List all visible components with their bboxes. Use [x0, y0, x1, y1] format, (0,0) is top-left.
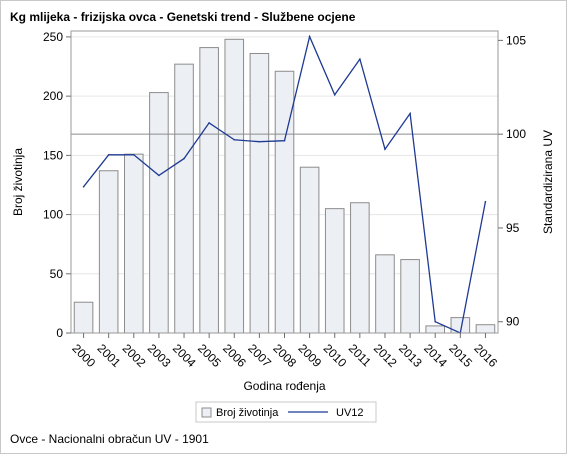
bar	[98, 170, 119, 334]
axes	[66, 30, 503, 338]
x-tick-label: 2004	[170, 341, 199, 370]
y2-axis-label: Standardizirana UV	[541, 130, 555, 234]
bar	[324, 208, 345, 334]
y2-tick-label: 100	[506, 127, 526, 141]
y-tick-label: 200	[43, 89, 63, 103]
x-tick-label: 2001	[95, 341, 124, 370]
bar	[375, 254, 395, 334]
bar	[425, 325, 445, 334]
x-tick-label: 2014	[421, 341, 450, 370]
uv12-point	[208, 122, 210, 124]
y2-tick-label: 95	[506, 221, 520, 235]
uv12-point	[82, 185, 85, 188]
chart-title: Kg mlijeka - frizijska ovca - Genetski t…	[10, 10, 356, 24]
y-tick-label: 100	[43, 208, 63, 222]
x-tick-label: 2007	[245, 341, 274, 370]
x-tick-label: 2002	[120, 341, 149, 370]
uv12-point	[308, 35, 311, 38]
x-tick-label: 2003	[145, 341, 174, 370]
uv12-point	[434, 320, 437, 323]
x-tick-label: 2006	[220, 341, 249, 370]
bar	[149, 92, 169, 334]
bar	[224, 38, 245, 334]
uv12-point	[384, 148, 386, 150]
legend-label-line: UV12	[336, 407, 364, 419]
uv12-point	[107, 154, 110, 156]
legend: Broj životinja UV12	[195, 401, 377, 423]
bar	[249, 53, 270, 334]
x-tick-label: 2008	[270, 341, 299, 370]
uv12-point	[333, 93, 336, 96]
legend-label-bar: Broj životinja	[216, 407, 279, 419]
x-tick-label: 2013	[396, 341, 425, 370]
y-axis-label: Broj životinja	[11, 148, 25, 216]
bar	[274, 70, 295, 334]
y-tick-label: 0	[56, 326, 63, 340]
bar	[400, 259, 420, 334]
uv12-point	[258, 140, 261, 143]
x-tick-label: 2011	[346, 341, 374, 369]
bar	[299, 166, 320, 334]
x-tick-label: 2010	[321, 341, 350, 370]
uv12-point	[484, 200, 487, 203]
uv12-point	[132, 154, 135, 156]
y-tick-label: 50	[50, 267, 64, 281]
bar	[475, 324, 496, 334]
uv12-point	[233, 138, 236, 141]
x-tick-label: 2000	[69, 341, 98, 370]
y-tick-label: 150	[43, 148, 63, 162]
bar	[124, 153, 144, 334]
uv12-point	[359, 58, 361, 60]
x-tick-label: 2016	[471, 341, 500, 370]
x-tick-label: 2015	[446, 341, 475, 370]
bar	[174, 63, 194, 334]
x-tick-label: 2005	[195, 341, 224, 370]
legend-swatch-bar	[201, 407, 212, 418]
uv12-point	[183, 157, 185, 160]
bar	[199, 47, 219, 334]
uv12-point	[158, 174, 160, 177]
x-tick-label: 2012	[371, 341, 400, 370]
x-axis-label: Godina rođenja	[243, 379, 325, 393]
bar	[350, 202, 370, 334]
y2-tick-label: 90	[506, 315, 520, 329]
y2-tick-label: 105	[506, 33, 526, 47]
y-tick-label: 250	[43, 30, 63, 44]
footnote: Ovce - Nacionalni obračun UV - 1901	[10, 432, 209, 446]
uv12-point	[409, 112, 411, 115]
uv12-point	[283, 139, 286, 142]
legend-box	[195, 401, 377, 423]
bar	[73, 301, 94, 334]
x-tick-label: 2009	[295, 341, 324, 370]
